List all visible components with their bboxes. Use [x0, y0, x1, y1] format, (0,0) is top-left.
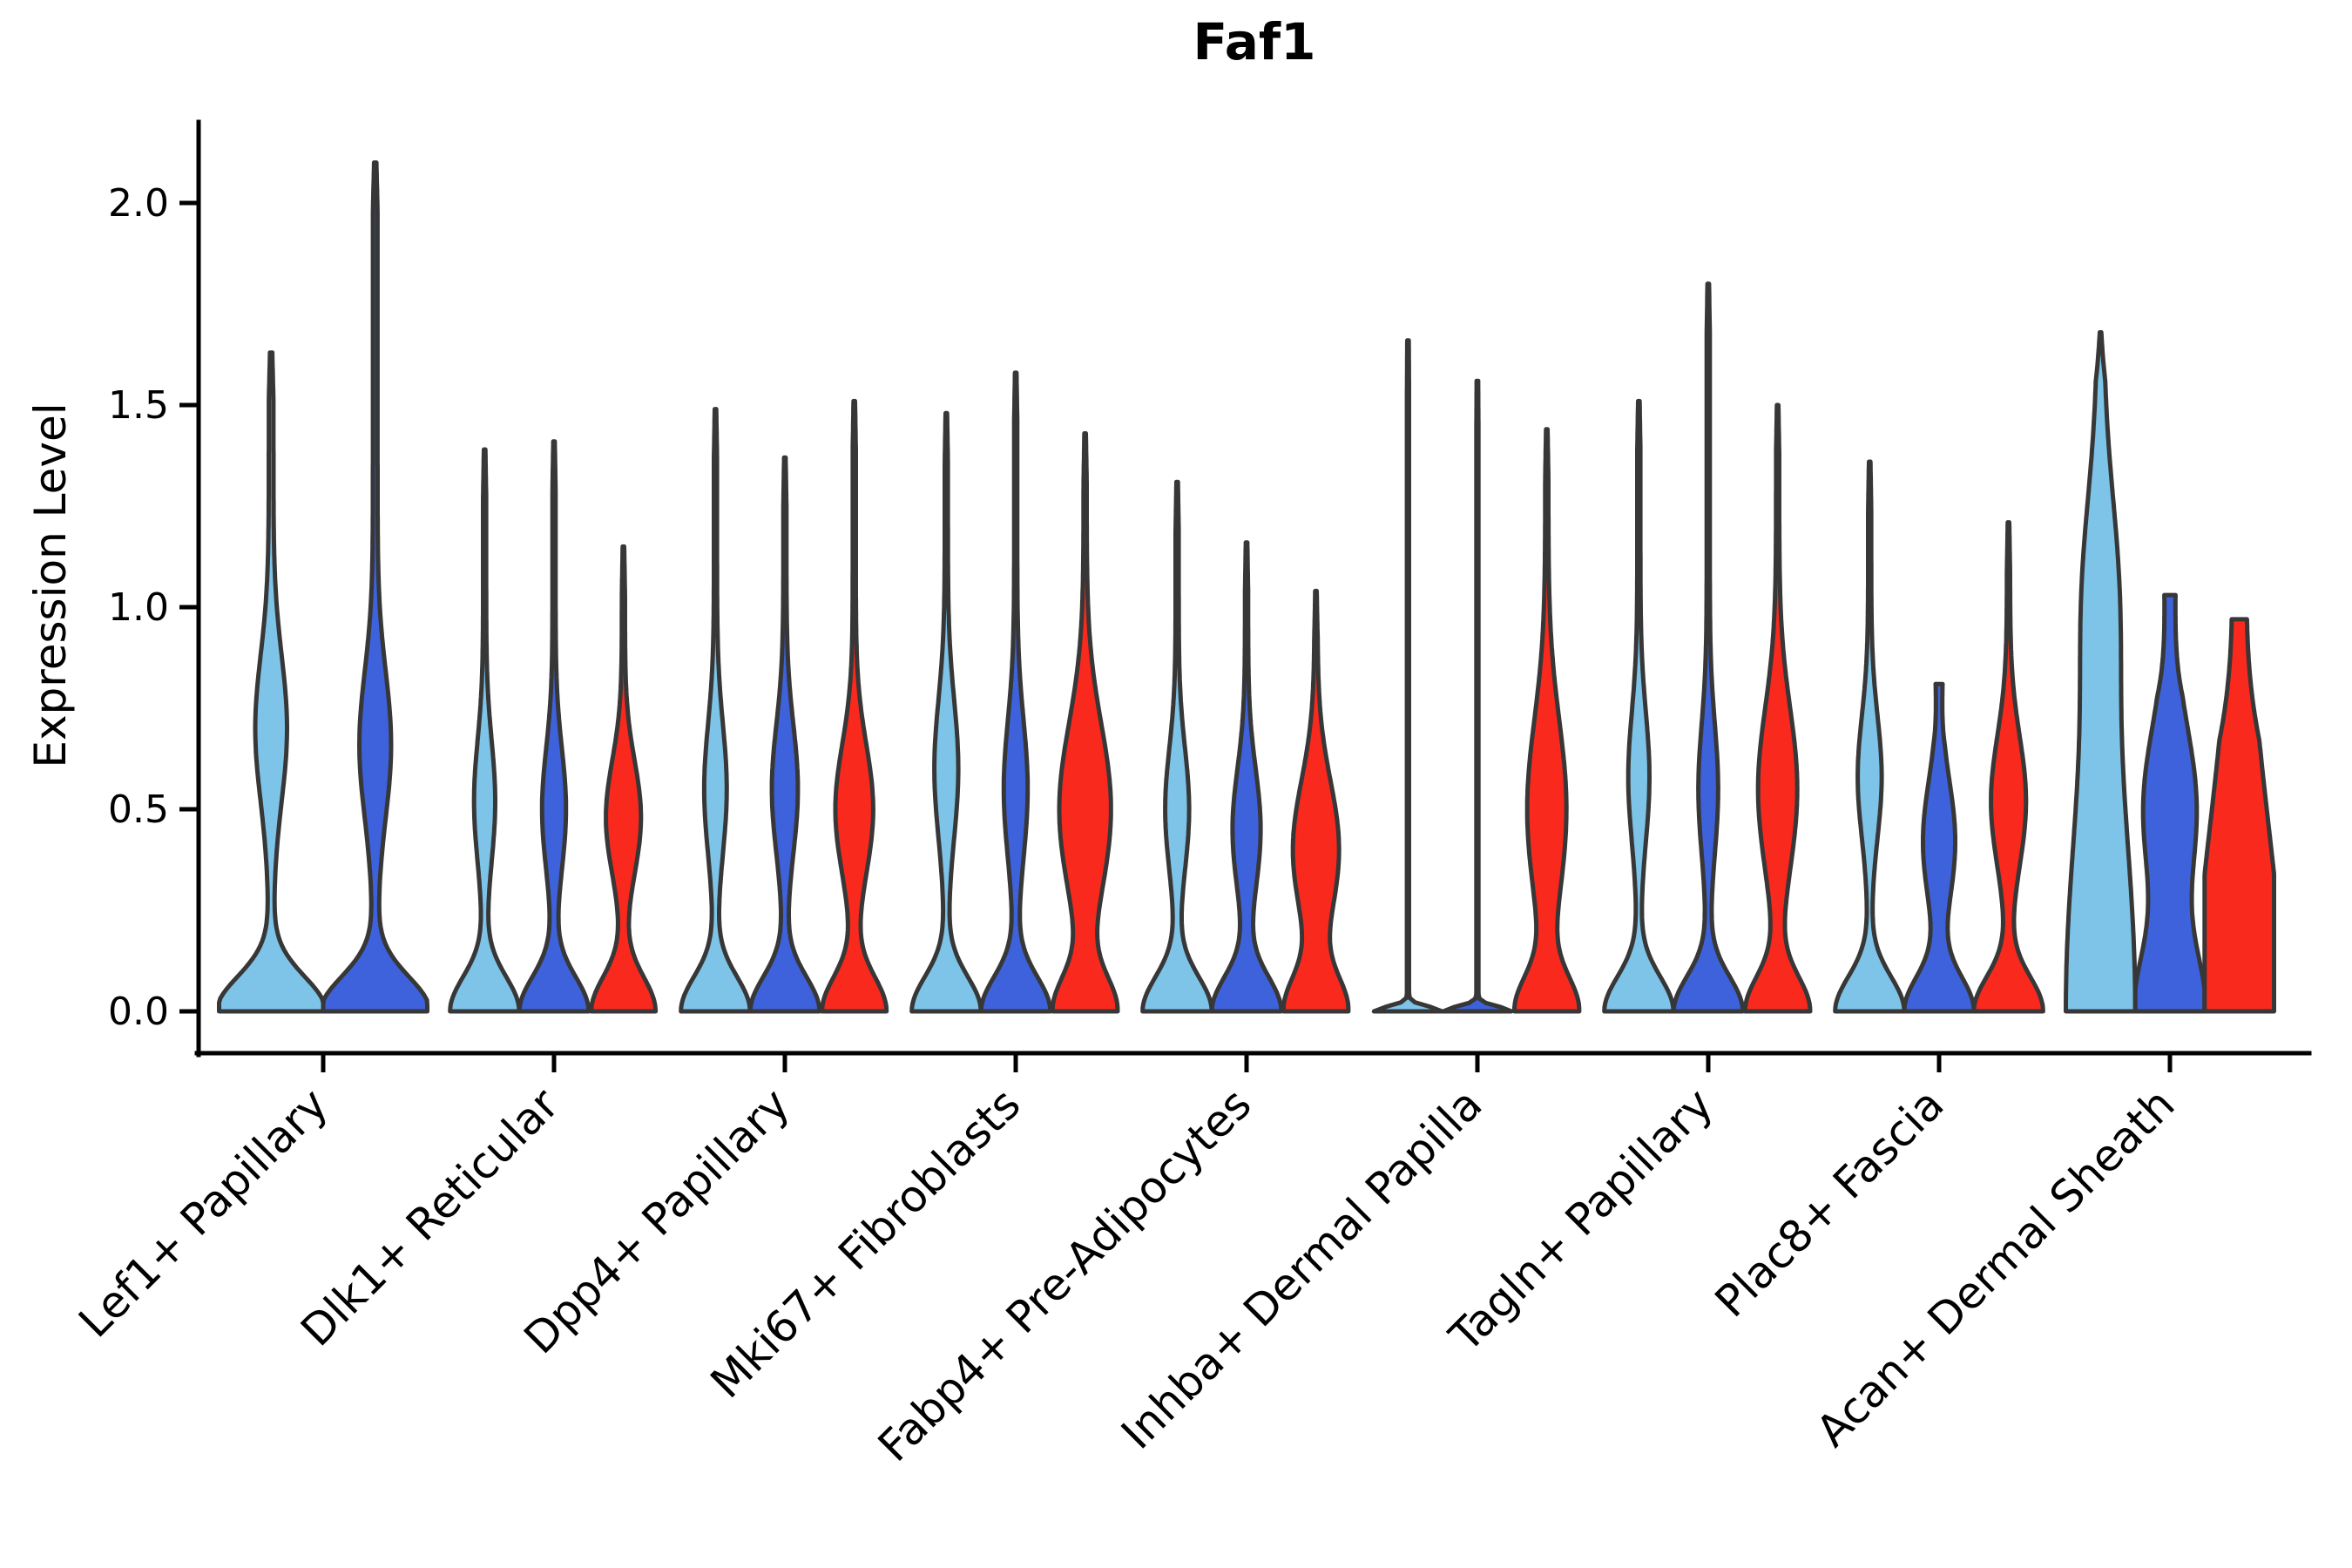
violin-red — [1050, 431, 1120, 1014]
violin-red — [1971, 520, 2045, 1014]
violin-light_blue — [448, 447, 522, 1014]
violin-dark_blue — [747, 455, 822, 1014]
violin-light_blue — [909, 410, 983, 1014]
violin-dark_blue — [321, 160, 429, 1014]
y-axis: 0.0 0.5 1.0 1.5 2.0 — [108, 119, 201, 1058]
violin-light_blue — [217, 350, 326, 1014]
violin-red — [1512, 427, 1582, 1014]
y-tick-label: 1.0 — [108, 585, 169, 630]
plot-title: Faf1 — [1193, 12, 1316, 71]
violin-dark_blue — [1902, 681, 1977, 1014]
violin-dark_blue — [517, 439, 591, 1014]
violin-light_blue — [679, 407, 753, 1014]
violin-light_blue — [1140, 479, 1214, 1014]
y-tick-label: 0.0 — [108, 990, 169, 1034]
violin-light_blue — [1371, 338, 1444, 1014]
violin-light_blue — [1602, 398, 1676, 1014]
violin-dark_blue — [1209, 540, 1284, 1014]
violin-dark_blue — [1441, 378, 1514, 1014]
violin-dark_blue — [2132, 592, 2207, 1014]
y-axis-label: Expression Level — [25, 402, 76, 767]
y-tick-label: 2.0 — [108, 181, 169, 226]
violin-red — [820, 398, 889, 1014]
violin-dark_blue — [978, 370, 1053, 1014]
x-tick-label: Lef1+ Papillary — [69, 1078, 337, 1347]
violin-red — [589, 544, 659, 1014]
x-tick-label: Fabp4+ Pre-Adipocytes — [868, 1078, 1261, 1471]
y-tick-label: 1.5 — [108, 383, 169, 428]
violin-red — [2202, 617, 2276, 1014]
x-tick-label: Plac8+ Fascia — [1706, 1078, 1954, 1327]
violin-dark_blue — [1671, 281, 1746, 1014]
violin-light_blue — [1833, 459, 1907, 1014]
violin-red — [1742, 402, 1813, 1014]
violin-light_blue — [2064, 330, 2138, 1014]
violins-layer — [217, 160, 2276, 1014]
violin-red — [1281, 588, 1351, 1014]
y-tick-label: 0.5 — [108, 787, 169, 832]
